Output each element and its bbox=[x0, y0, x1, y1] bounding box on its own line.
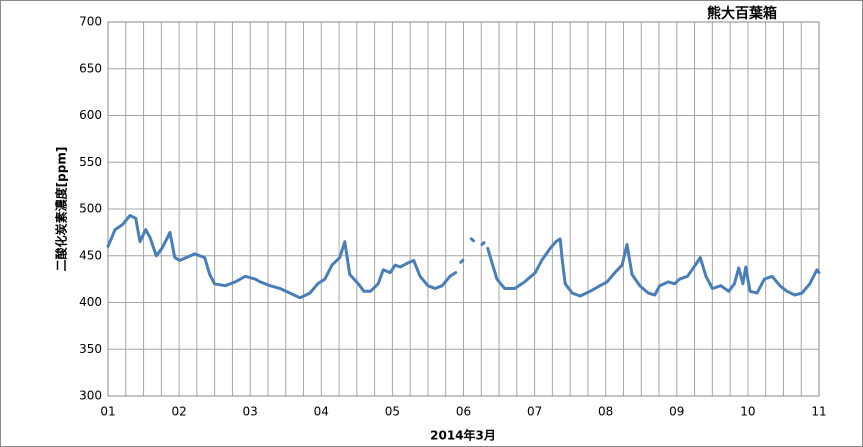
x-tick-label: 08 bbox=[598, 405, 613, 419]
y-tick-label: 400 bbox=[79, 295, 102, 309]
x-tick-label: 03 bbox=[243, 405, 258, 419]
y-tick-label: 650 bbox=[79, 61, 102, 75]
y-tick-label: 550 bbox=[79, 155, 102, 169]
x-tick-label: 07 bbox=[527, 405, 542, 419]
y-axis-label: 二酸化炭素濃度[ppm] bbox=[54, 147, 69, 272]
x-tick-label: 04 bbox=[314, 405, 329, 419]
y-tick-label: 450 bbox=[79, 248, 102, 262]
y-tick-label: 500 bbox=[79, 202, 102, 216]
plot-area bbox=[107, 21, 820, 397]
x-tick-label: 05 bbox=[385, 405, 400, 419]
y-tick-label: 600 bbox=[79, 108, 102, 122]
data-line bbox=[106, 214, 821, 300]
x-tick-label: 02 bbox=[171, 405, 186, 419]
grid bbox=[107, 21, 820, 397]
x-tick-label: 06 bbox=[456, 405, 471, 419]
y-tick-label: 350 bbox=[79, 342, 102, 356]
x-tick-label: 10 bbox=[740, 405, 755, 419]
chart-title: 熊大百葉箱 bbox=[707, 5, 777, 22]
x-tick-label: 01 bbox=[100, 405, 115, 419]
x-axis-label: 2014年3月 bbox=[430, 428, 496, 443]
x-tick-label: 11 bbox=[811, 405, 826, 419]
y-tick-label: 300 bbox=[79, 389, 102, 403]
x-tick-label: 09 bbox=[669, 405, 684, 419]
y-tick-label: 700 bbox=[79, 15, 102, 29]
